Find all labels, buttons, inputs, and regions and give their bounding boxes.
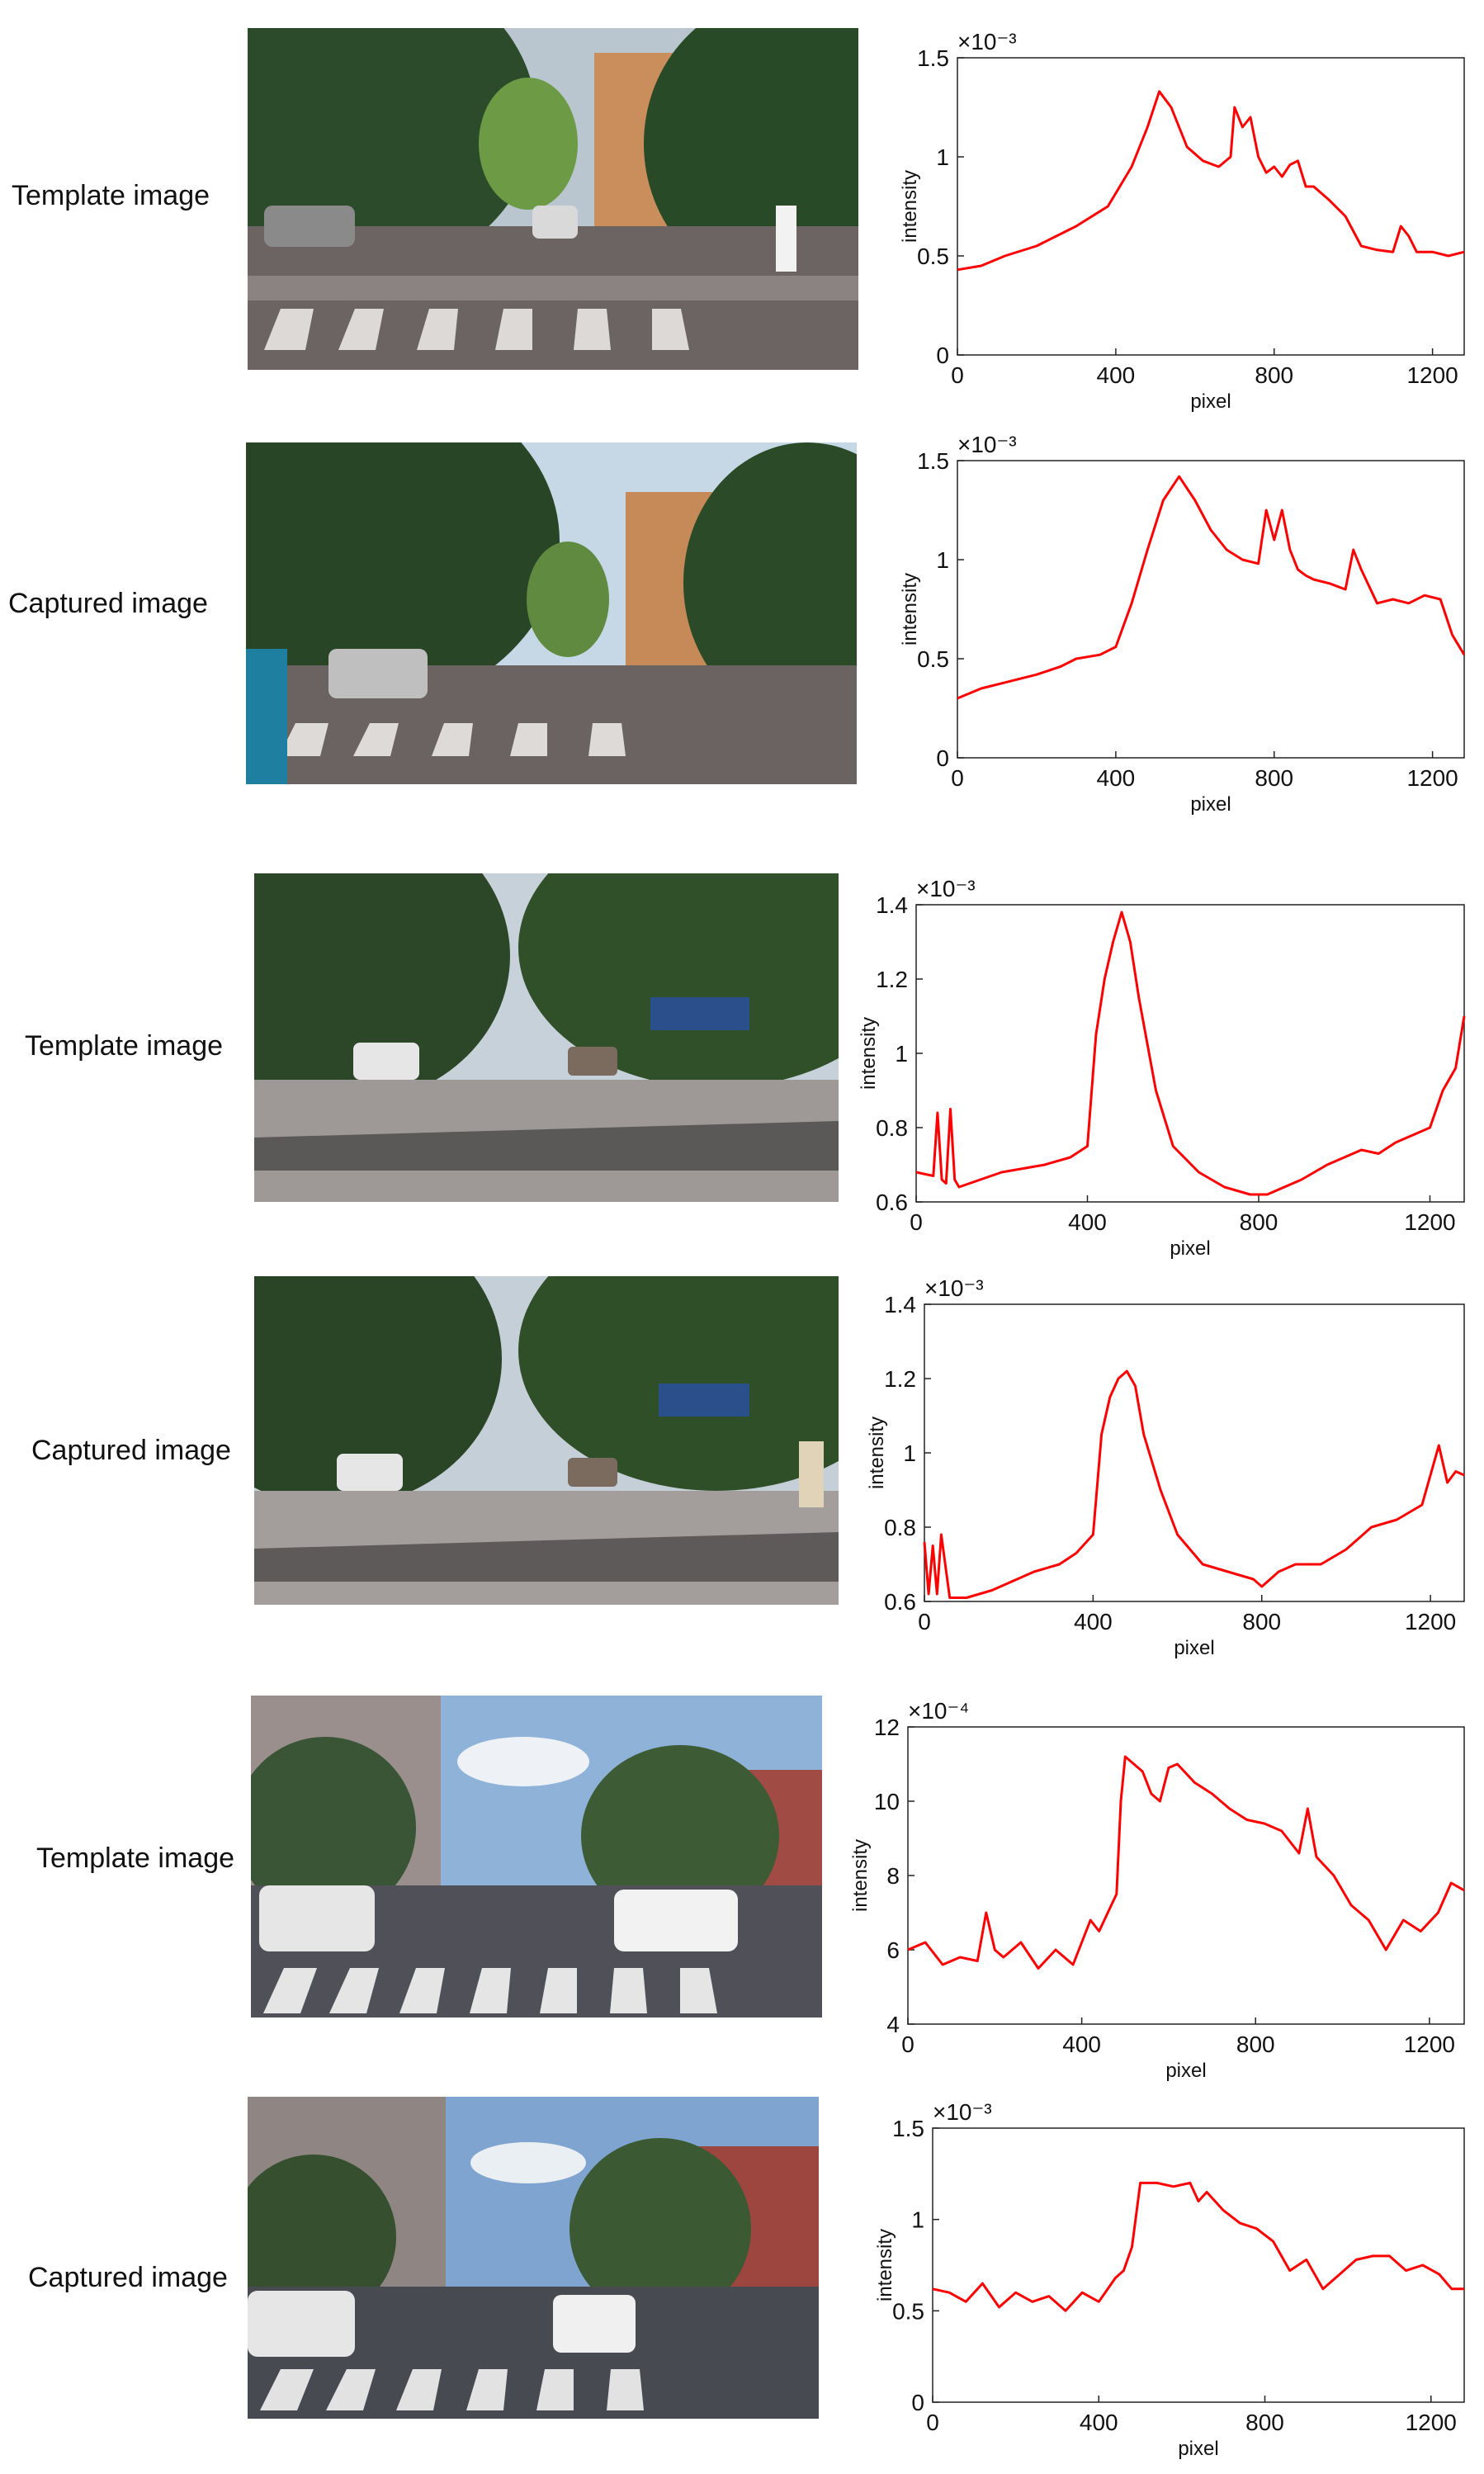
axis-scale-label: ×10⁻³: [916, 876, 976, 901]
y-tick-label: 0: [936, 745, 949, 771]
street-photo-3: [254, 873, 839, 1202]
y-tick-label: 8: [886, 1863, 900, 1889]
intensity-series-line: [957, 475, 1466, 700]
row-label-2: Captured image: [8, 588, 208, 619]
x-tick-label: 0: [926, 2410, 939, 2435]
x-tick-label: 400: [1097, 362, 1136, 388]
street-photo-4: [254, 1276, 839, 1605]
street-photo-2: [246, 442, 857, 784]
plot-frame: [957, 57, 1465, 356]
x-tick-label: 0: [901, 2032, 915, 2057]
street-photo-6: [248, 2097, 819, 2419]
plot-frame: [924, 1303, 1465, 1602]
y-tick-label: 1.4: [876, 892, 908, 918]
y-tick-label: 1.5: [892, 2116, 924, 2141]
x-axis-label: pixel: [1178, 2438, 1218, 2460]
y-tick-label: 1.5: [917, 448, 949, 474]
x-tick-label: 1200: [1406, 362, 1458, 388]
x-tick-label: 400: [1080, 2410, 1118, 2435]
street-photo-1: [248, 28, 858, 370]
x-tick-label: 1200: [1404, 2032, 1455, 2057]
x-axis-label: pixel: [1190, 793, 1231, 816]
y-tick-label: 1.2: [884, 1366, 916, 1392]
y-tick-label: 0.5: [917, 244, 949, 269]
x-axis-label: pixel: [1174, 1637, 1214, 1659]
row-label-3: Template image: [25, 1030, 224, 1062]
x-tick-label: 400: [1068, 1209, 1107, 1235]
x-tick-label: 1200: [1404, 1209, 1455, 1235]
y-tick-label: 0: [936, 343, 949, 368]
y-axis-label: intensity: [874, 2229, 896, 2301]
y-tick-label: 1: [911, 2207, 924, 2233]
axis-scale-label: ×10⁻³: [957, 432, 1017, 457]
y-tick-label: 0: [911, 2390, 924, 2415]
plot-frame: [932, 2127, 1465, 2403]
x-tick-label: 0: [918, 1609, 931, 1634]
row-label-5: Template image: [36, 1842, 235, 1874]
x-tick-label: 0: [951, 765, 964, 791]
x-tick-label: 400: [1062, 2032, 1101, 2057]
axis-scale-label: ×10⁻³: [933, 2099, 992, 2125]
axis-scale-label: ×10⁻⁴: [908, 1698, 969, 1724]
x-tick-label: 0: [910, 1209, 923, 1235]
y-tick-label: 1.5: [917, 45, 949, 71]
y-tick-label: 0.6: [884, 1589, 916, 1615]
row-label-6: Captured image: [28, 2262, 228, 2293]
y-tick-label: 0.5: [892, 2298, 924, 2324]
intensity-series-line: [923, 1369, 1465, 1599]
x-tick-label: 400: [1074, 1609, 1113, 1634]
x-tick-label: 1200: [1406, 765, 1458, 791]
row-label-1: Template image: [12, 180, 210, 211]
x-axis-label: pixel: [1170, 1237, 1210, 1260]
y-tick-label: 1: [895, 1041, 908, 1067]
y-axis-label: intensity: [899, 573, 921, 646]
y-tick-label: 10: [874, 1789, 900, 1814]
y-axis-label: intensity: [849, 1839, 872, 1912]
x-tick-label: 1200: [1406, 2410, 1457, 2435]
plot-frame: [957, 460, 1465, 759]
x-tick-label: 800: [1236, 2032, 1275, 2057]
y-tick-label: 6: [886, 1937, 900, 1963]
intensity-chart-6: 0 400 800 1200 0 0.5 1 1.5 ×10⁻³ pixel intensity: [867, 2095, 1469, 2468]
x-tick-label: 0: [951, 362, 964, 388]
x-tick-label: 800: [1255, 765, 1293, 791]
intensity-series-line: [932, 2181, 1464, 2312]
y-tick-label: 0.6: [876, 1190, 908, 1215]
x-tick-label: 800: [1245, 2410, 1284, 2435]
x-tick-label: 800: [1255, 362, 1293, 388]
plot-frame: [915, 904, 1465, 1203]
axis-scale-label: ×10⁻³: [924, 1275, 984, 1301]
y-tick-label: 0.8: [884, 1515, 916, 1540]
x-tick-label: 400: [1097, 765, 1136, 791]
intensity-chart-1: 0 400 800 1200 0 0.5 1 1.5 ×10⁻³ pixel intensity: [891, 25, 1469, 421]
street-photo-5: [251, 1696, 822, 2018]
x-axis-label: pixel: [1190, 390, 1231, 413]
intensity-chart-2: 0 400 800 1200 0 0.5 1 1.5 ×10⁻³ pixel intensity: [891, 428, 1469, 824]
y-tick-label: 1: [936, 144, 949, 170]
intensity-series-line: [915, 911, 1466, 1196]
y-tick-label: 1.4: [884, 1292, 916, 1317]
y-axis-label: intensity: [899, 170, 921, 243]
intensity-series-line: [907, 1755, 1465, 1970]
y-axis-label: intensity: [866, 1417, 888, 1489]
y-tick-label: 12: [874, 1715, 900, 1740]
intensity-series-line: [957, 90, 1465, 272]
x-axis-label: pixel: [1165, 2060, 1206, 2082]
y-axis-label: intensity: [858, 1017, 880, 1090]
intensity-chart-3: 0 400 800 1200 0.6 0.8 1 1.2 1.4 ×10⁻³ pixel intens…: [850, 872, 1469, 1268]
y-tick-label: 0.8: [876, 1115, 908, 1141]
y-tick-label: 1: [903, 1440, 916, 1466]
y-tick-label: 1: [936, 547, 949, 573]
x-tick-label: 800: [1240, 1209, 1278, 1235]
row-label-4: Captured image: [31, 1435, 231, 1466]
intensity-chart-5: 0 400 800 1200 4 6 8 10 12 ×10⁻⁴ pixel intensity: [842, 1694, 1469, 2090]
x-tick-label: 800: [1242, 1609, 1281, 1634]
x-tick-label: 1200: [1405, 1609, 1456, 1634]
y-tick-label: 0.5: [917, 646, 949, 672]
y-tick-label: 1.2: [876, 967, 908, 992]
y-tick-label: 4: [886, 2012, 900, 2037]
axis-scale-label: ×10⁻³: [957, 29, 1017, 54]
intensity-chart-4: 0 400 800 1200 0.6 0.8 1 1.2 1.4 ×10⁻³ pixel intens…: [858, 1271, 1469, 1667]
plot-frame: [907, 1726, 1465, 2025]
